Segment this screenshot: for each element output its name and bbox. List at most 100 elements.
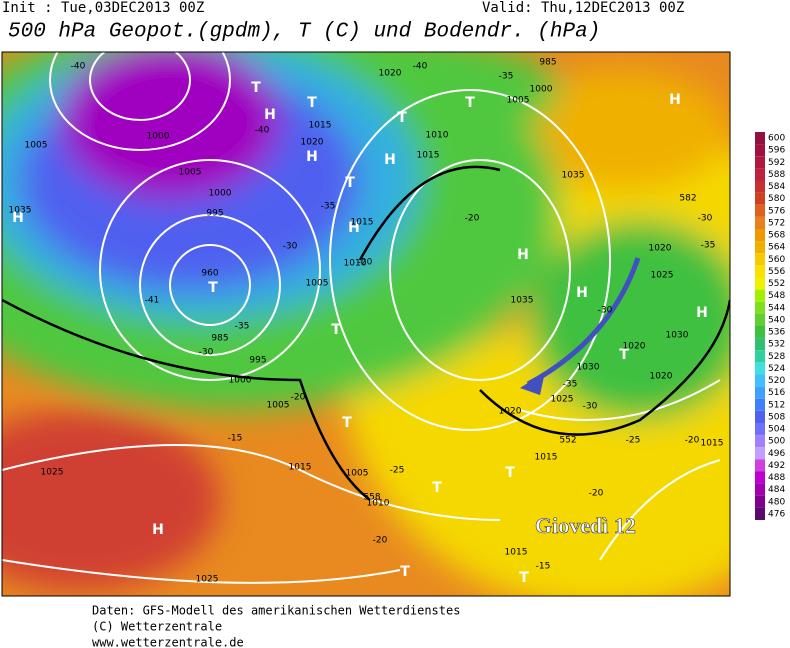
contour-label: 1020 xyxy=(623,342,646,352)
colorbar-swatch xyxy=(755,362,765,375)
colorbar-label: 488 xyxy=(768,473,785,483)
colorbar-swatch xyxy=(755,216,765,229)
contour-label: 1010 xyxy=(344,259,367,269)
contour-label: 985 xyxy=(539,58,556,68)
contour-label: 1025 xyxy=(196,575,219,585)
colorbar-swatch xyxy=(755,507,765,520)
colorbar-swatch xyxy=(755,144,765,157)
contour-label: 558 xyxy=(363,493,380,503)
colorbar-label: 596 xyxy=(768,146,785,156)
contour-label: -35 xyxy=(235,322,250,332)
colorbar-swatch xyxy=(755,253,765,266)
colorbar-swatch xyxy=(755,229,765,242)
pressure-center: H xyxy=(12,210,24,226)
colorbar-swatch xyxy=(755,277,765,290)
contour-label: -25 xyxy=(390,466,405,476)
colorbar-swatch xyxy=(755,301,765,314)
footer-line: Daten: GFS-Modell des amerikanischen Wet… xyxy=(92,604,460,618)
contour-label: -15 xyxy=(536,562,551,572)
colorbar-label: 576 xyxy=(768,206,785,216)
pressure-center: H xyxy=(152,522,164,538)
colorbar-swatch xyxy=(755,156,765,169)
contour-label: 1015 xyxy=(701,439,724,449)
colorbar-label: 540 xyxy=(768,315,785,325)
contour-label: 552 xyxy=(559,436,576,446)
pressure-center: T xyxy=(432,480,442,496)
colorbar-label: 572 xyxy=(768,218,785,228)
temperature-field xyxy=(2,52,730,596)
colorbar-label: 564 xyxy=(768,243,785,253)
colorbar-swatch xyxy=(755,435,765,448)
colorbar-swatch xyxy=(755,265,765,278)
pressure-center: T xyxy=(505,465,515,481)
contour-label: 1000 xyxy=(229,376,252,386)
valid-time: Valid: Thu,12DEC2013 00Z xyxy=(482,0,684,16)
colorbar-label: 580 xyxy=(768,194,785,204)
contour-label: -40 xyxy=(71,62,86,72)
contour-label: -30 xyxy=(199,348,214,358)
contour-label: 1025 xyxy=(551,395,574,405)
contour-label: 995 xyxy=(206,209,223,219)
pressure-center: T xyxy=(331,322,341,338)
colorbar-swatch xyxy=(755,326,765,339)
pressure-center: T xyxy=(397,110,407,126)
contour-label: 1015 xyxy=(505,548,528,558)
contour-label: -30 xyxy=(698,214,713,224)
arrow-head xyxy=(520,372,545,395)
colorbar-label: 552 xyxy=(768,279,785,289)
contour-label: 1030 xyxy=(666,331,689,341)
colorbar-label: 524 xyxy=(768,364,785,374)
contour-label: -40 xyxy=(413,62,428,72)
colorbar-swatch xyxy=(755,313,765,326)
footer-line: www.wetterzentrale.de xyxy=(92,636,244,648)
colorbar-label: 476 xyxy=(768,509,785,519)
pressure-center: H xyxy=(306,149,318,165)
pressure-center: T xyxy=(465,95,475,111)
colorbar-swatch xyxy=(755,132,765,145)
colorbar-label: 592 xyxy=(768,158,785,168)
pressure-center: H xyxy=(264,107,276,123)
contour-label: -41 xyxy=(145,296,160,306)
contour-label: 1000 xyxy=(209,189,232,199)
colorbar-label: 528 xyxy=(768,352,785,362)
contour-label: 582 xyxy=(679,194,696,204)
contour-label: -35 xyxy=(499,72,514,82)
contour-label: -20 xyxy=(685,436,700,446)
colorbar-label: 600 xyxy=(768,134,785,144)
contour-label: 995 xyxy=(249,356,266,366)
colorbar-label: 500 xyxy=(768,437,785,447)
init-time: Init : Tue,03DEC2013 00Z xyxy=(2,0,204,16)
contour-label: 1020 xyxy=(499,407,522,417)
contour-label: 1015 xyxy=(417,151,440,161)
contour-label: 1015 xyxy=(309,121,332,131)
contour-label: -30 xyxy=(283,242,298,252)
colorbar-swatch xyxy=(755,192,765,205)
colorbar-swatch xyxy=(755,447,765,460)
colorbar-label: 484 xyxy=(768,485,785,495)
contour-label: -20 xyxy=(465,214,480,224)
contour-label: 1005 xyxy=(346,469,369,479)
contour-label: 1005 xyxy=(179,168,202,178)
colorbar-swatch xyxy=(755,471,765,484)
colorbar-swatch xyxy=(755,168,765,181)
contour-label: -20 xyxy=(358,258,373,268)
contour-label: -30 xyxy=(598,306,613,316)
colorbar-swatch xyxy=(755,423,765,436)
contour-label: -35 xyxy=(563,380,578,390)
pressure-center: H xyxy=(669,92,681,108)
contour-label: 960 xyxy=(201,269,218,279)
map-frame xyxy=(1,51,731,597)
contour-label: -40 xyxy=(255,126,270,136)
colorbar-label: 536 xyxy=(768,328,785,338)
contour-label: 1005 xyxy=(306,279,329,289)
pressure-center: T xyxy=(619,347,629,363)
colorbar-swatch xyxy=(755,204,765,217)
pressure-center: H xyxy=(517,247,529,263)
contour-label: -25 xyxy=(626,436,641,446)
contour-label: 1010 xyxy=(426,131,449,141)
map-title: 500 hPa Geopot.(gpdm), T (C) und Bodendr… xyxy=(8,21,600,44)
contour-label: 1030 xyxy=(577,363,600,373)
colorbar-swatch xyxy=(755,180,765,193)
